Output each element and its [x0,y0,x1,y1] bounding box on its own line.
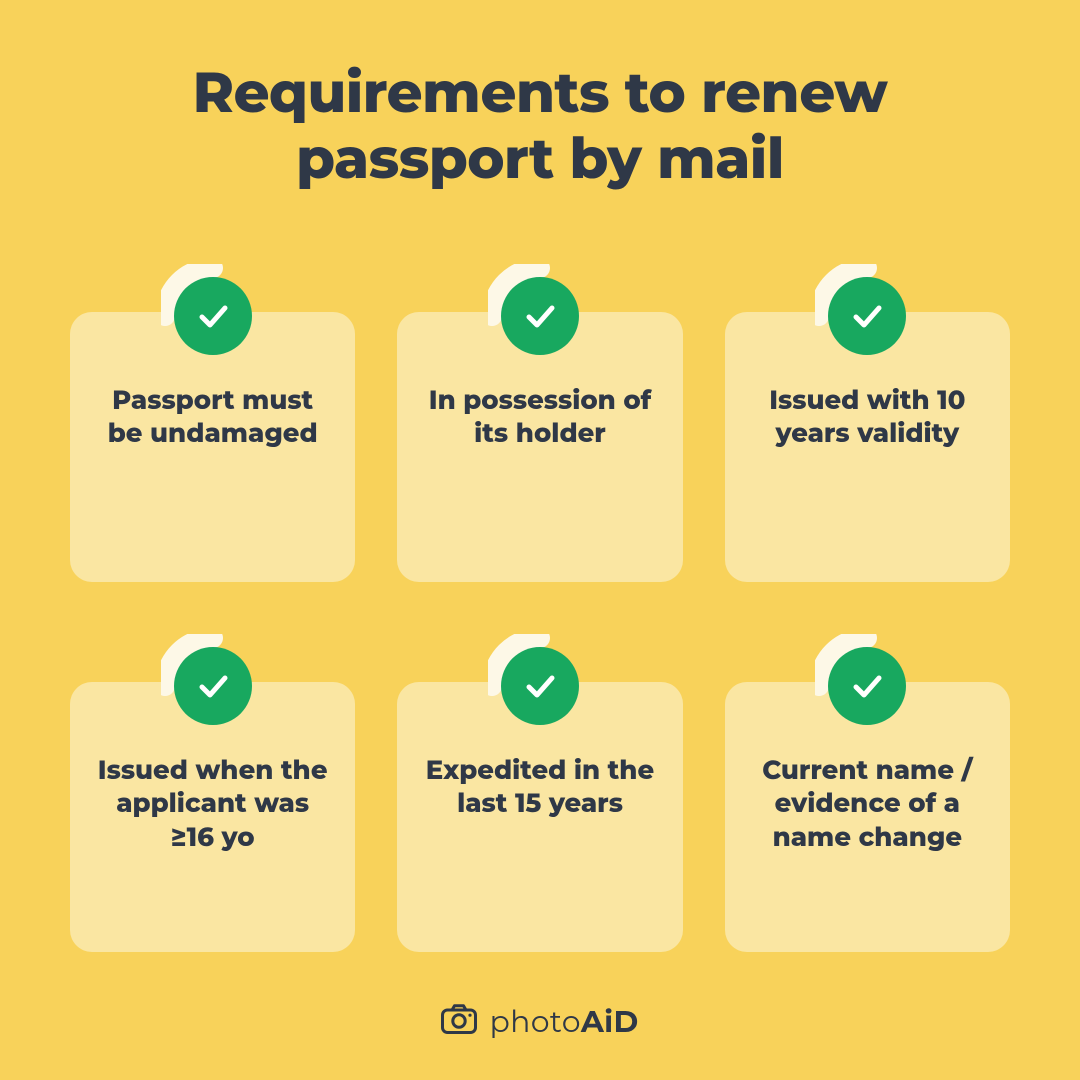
camera-icon [441,1004,477,1039]
requirement-text: Passport must be undamaged [96,384,329,451]
check-badge [488,634,592,738]
check-badge [488,264,592,368]
brand-part2: AiD [581,1003,639,1040]
requirement-card: Passport must be undamaged [70,312,355,582]
cards-grid: Passport must be undamaged In possession… [70,312,1010,952]
requirement-text: In possession of its holder [423,384,656,451]
requirement-text: Expedited in the last 15 years [423,754,656,821]
requirement-card: Current name / evidence of a name change [725,682,1010,952]
requirement-text: Current name / evidence of a name change [751,754,984,854]
brand-part1: photo [489,1003,580,1040]
requirement-card: Issued with 10 years validity [725,312,1010,582]
requirement-card: Issued when the applicant was ≥16 yo [70,682,355,952]
check-badge [815,264,919,368]
brand-text: photoAiD [489,1003,638,1040]
check-badge [161,634,265,738]
brand-footer: photoAiD [0,1003,1080,1040]
check-badge [815,634,919,738]
requirement-text: Issued when the applicant was ≥16 yo [96,754,329,854]
check-badge [161,264,265,368]
requirement-card: Expedited in the last 15 years [397,682,682,952]
page-title: Requirements to renew passport by mail [70,60,1010,192]
requirement-card: In possession of its holder [397,312,682,582]
requirement-text: Issued with 10 years validity [751,384,984,451]
infographic-page: Requirements to renew passport by mail P… [0,0,1080,1080]
